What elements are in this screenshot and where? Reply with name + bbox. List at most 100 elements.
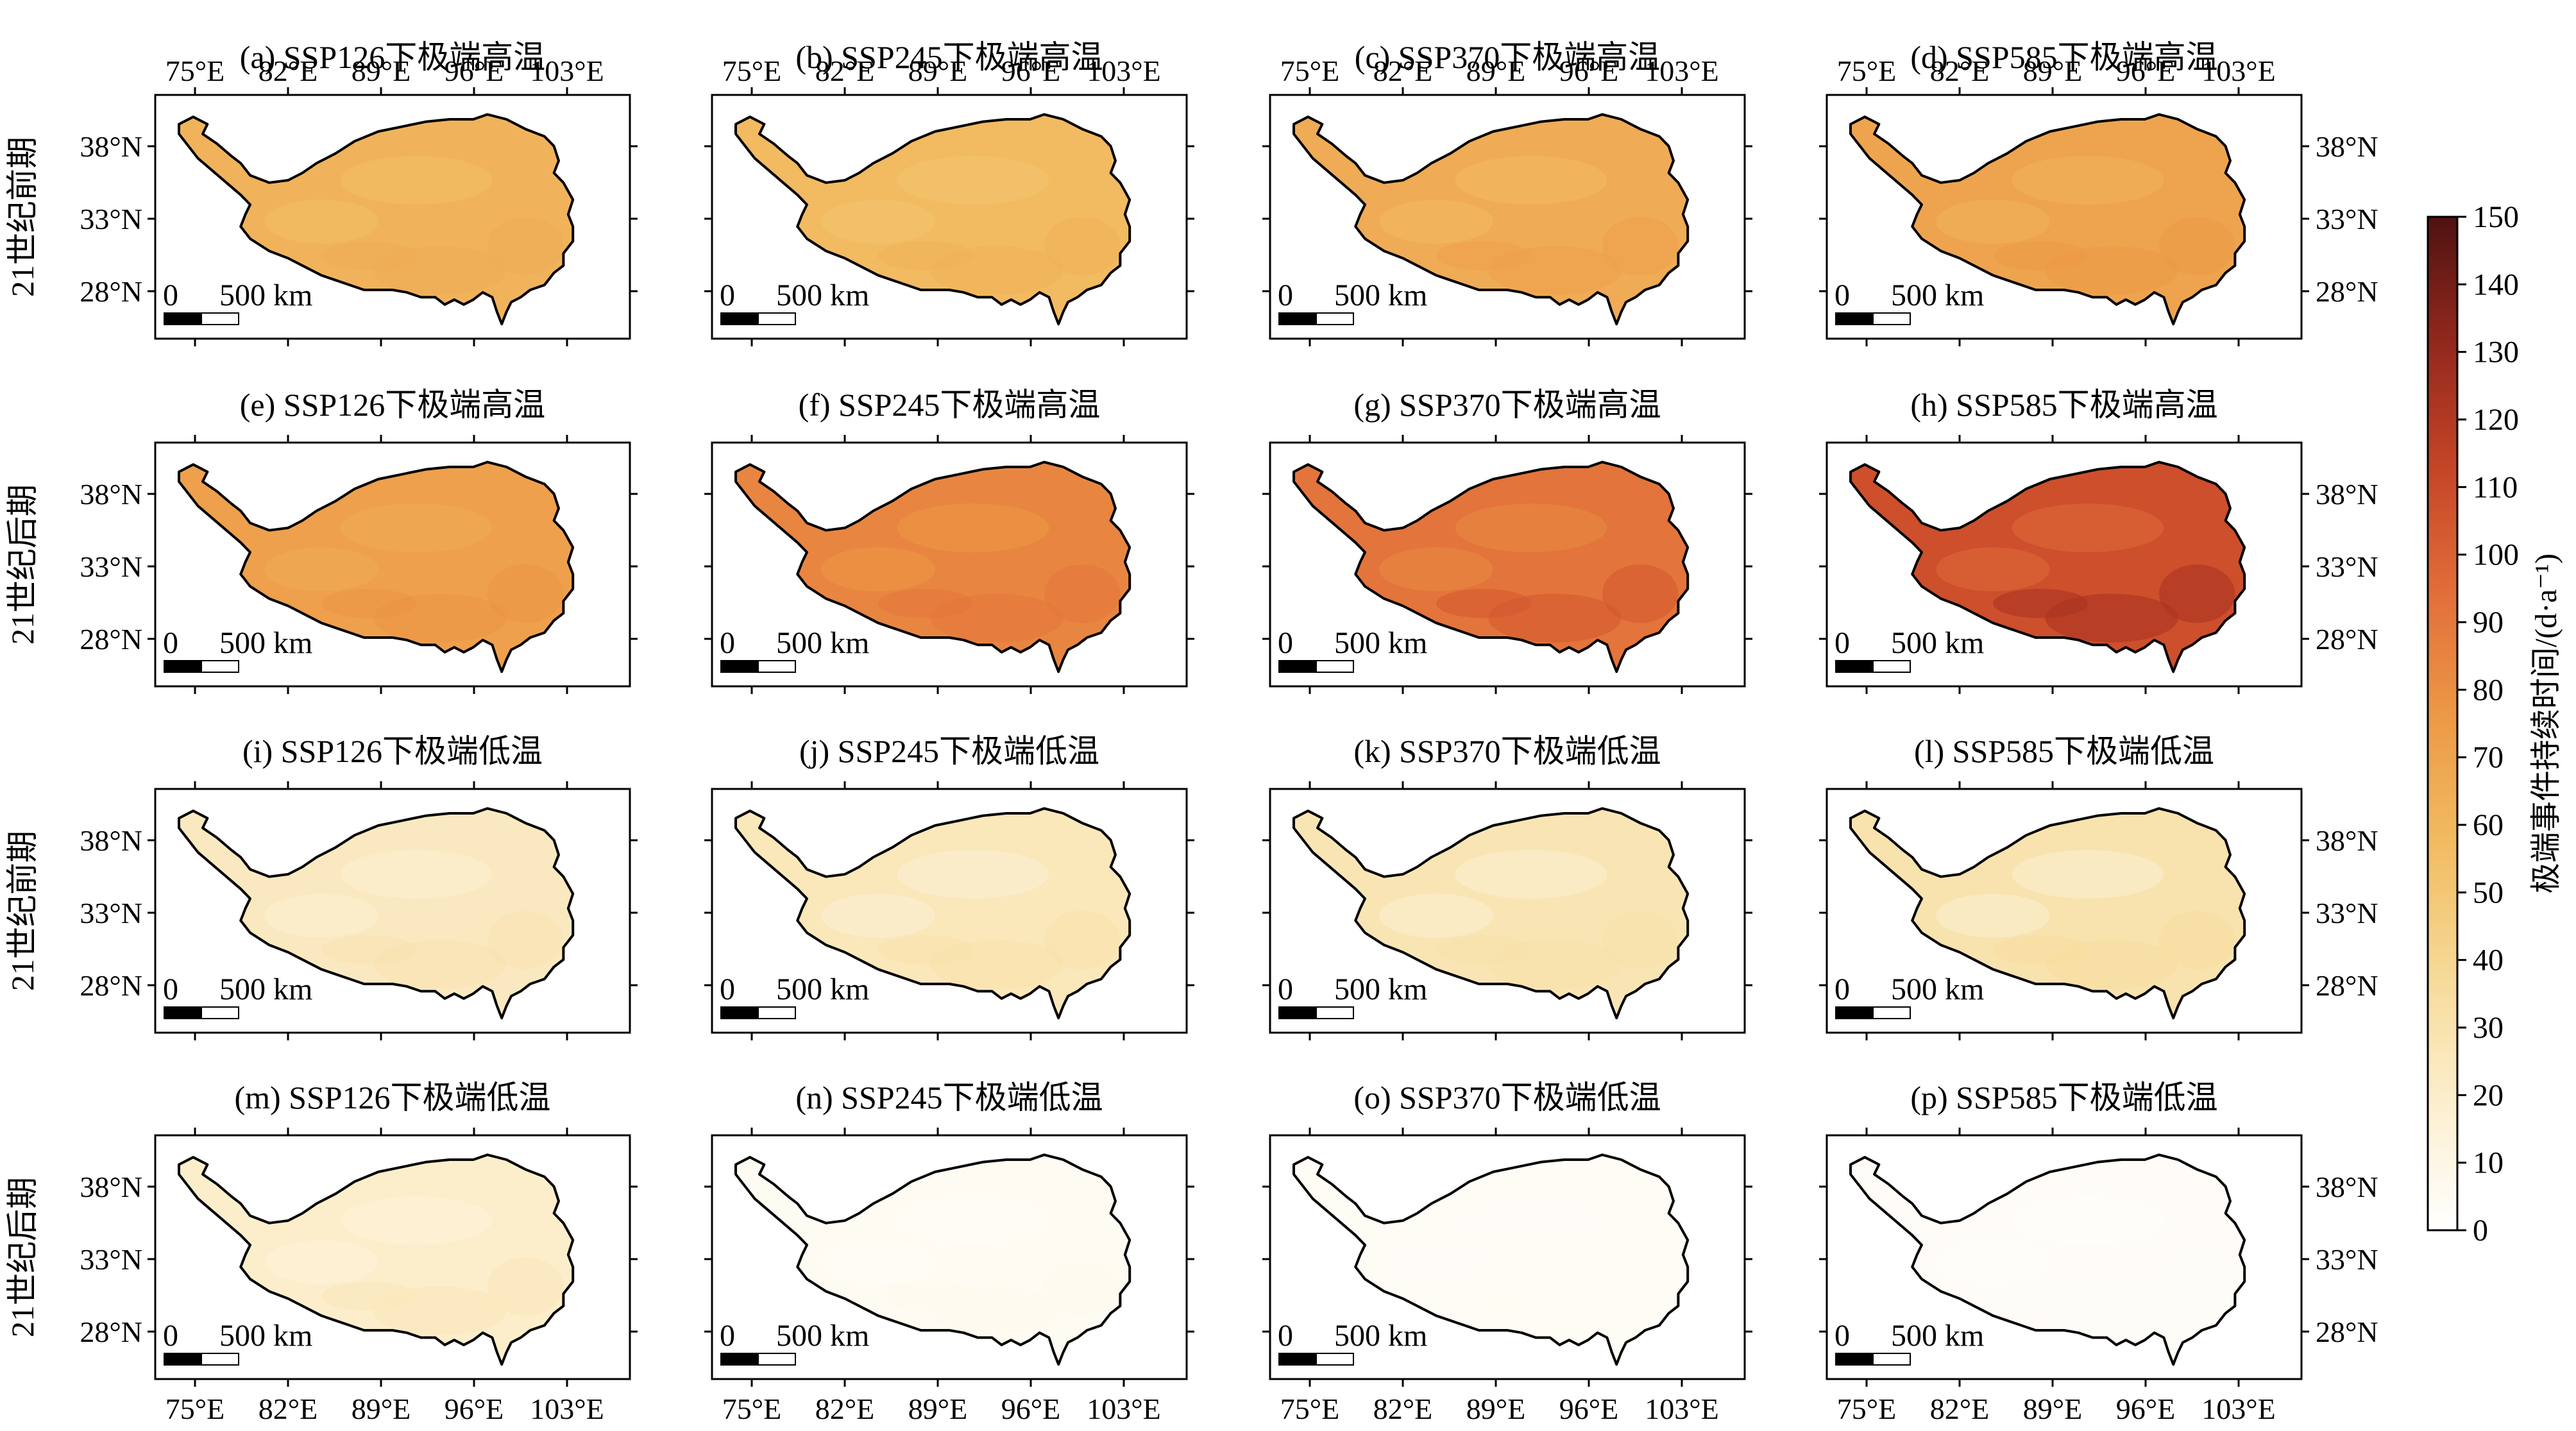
- plateau-boundary: [178, 807, 575, 1020]
- anomaly-patch: [1602, 1257, 1679, 1316]
- panel-title: (j) SSP245下极端低温: [799, 733, 1099, 769]
- anomaly-patch: [1993, 935, 2088, 965]
- scale-bar-black: [164, 1353, 202, 1366]
- anomaly-patch: [1602, 217, 1679, 276]
- lon-tick-label: 75°E: [1280, 1393, 1340, 1425]
- anomaly-patch: [487, 564, 564, 623]
- scale-bar-zero: 0: [163, 1319, 178, 1353]
- scale-bar-zero: 0: [1278, 1319, 1293, 1353]
- lat-tick-label: 38°N: [80, 478, 142, 511]
- anomaly-patch: [2012, 1196, 2164, 1245]
- colorbar: 0 10 20 30 40 50 60 70 80 90 100 110 120 130 140 150 极端…: [2427, 200, 2563, 1248]
- panel-title: (a) SSP126下极端高温: [240, 39, 545, 75]
- anomaly-patch: [897, 156, 1049, 205]
- scale-bar-label: 500 km: [219, 1319, 312, 1353]
- scale-bar-white: [1872, 312, 1911, 325]
- lon-tick-label: 89°E: [2023, 55, 2083, 87]
- scale-bar-white: [201, 660, 239, 673]
- anomaly-patch: [1436, 935, 1531, 965]
- panel-frame: [711, 788, 1188, 1034]
- colorbar-tick-label: 80: [2473, 673, 2504, 707]
- scale-bar: 0 500 km: [720, 626, 869, 673]
- scale-bar-white: [201, 1353, 239, 1366]
- panel-frame: [1269, 1134, 1746, 1380]
- plateau-boundary: [734, 1153, 1131, 1366]
- panel-frame: [1826, 94, 2303, 340]
- lat-tick-label: 33°N: [80, 203, 142, 235]
- lon-tick-label: 103°E: [1645, 1393, 1719, 1425]
- colorbar-tick-label: 100: [2473, 538, 2519, 572]
- anomaly-patch: [487, 1257, 564, 1316]
- scale-bar-zero: 0: [163, 278, 178, 312]
- lon-tick-label: 89°E: [908, 1393, 968, 1425]
- panel-title: (l) SSP585下极端低温: [1914, 733, 2214, 769]
- anomaly-patch: [2012, 504, 2164, 552]
- scale-bar: 0 500 km: [163, 972, 312, 1019]
- scale-bar-black: [720, 312, 759, 325]
- plateau-boundary: [1849, 461, 2246, 673]
- anomaly-patch: [1044, 1257, 1121, 1316]
- lon-tick-label: 89°E: [1466, 55, 1526, 87]
- scale-bar-white: [758, 1006, 796, 1019]
- lat-tick-label: 38°N: [80, 1171, 142, 1203]
- scale-bar-white: [1872, 1006, 1911, 1019]
- anomaly-patch: [1993, 1282, 2088, 1311]
- lon-tick-label: 75°E: [165, 1393, 225, 1425]
- anomaly-patch: [1379, 1240, 1493, 1284]
- scale-bar: 0 500 km: [163, 1319, 312, 1366]
- anomaly-patch: [1436, 1282, 1531, 1311]
- anomaly-patch: [1936, 547, 2050, 591]
- scale-bar-black: [720, 660, 759, 673]
- scale-bar-black: [1278, 312, 1317, 325]
- anomaly-patch: [821, 199, 935, 244]
- anomaly-patch: [1455, 850, 1607, 899]
- lon-tick-label: 82°E: [1930, 55, 1990, 87]
- colorbar-tick-label: 0: [2473, 1214, 2488, 1248]
- lat-tick-label: 38°N: [2316, 1171, 2378, 1203]
- lon-tick-label: 89°E: [2023, 1393, 2083, 1425]
- panel-title: (p) SSP585下极端低温: [1910, 1080, 2217, 1115]
- colorbar-tick-label: 50: [2473, 876, 2504, 910]
- map-panel: (f) SSP245下极端高温 0 500 km: [704, 387, 1194, 694]
- lon-tick-label: 89°E: [352, 55, 411, 87]
- scale-bar-white: [1316, 660, 1354, 673]
- scale-bar: 0 500 km: [1278, 626, 1427, 673]
- scale-bar: 0 500 km: [163, 626, 312, 673]
- anomaly-patch: [2159, 217, 2235, 276]
- scale-bar-label: 500 km: [1334, 278, 1427, 312]
- scale-bar-black: [164, 660, 202, 673]
- panel-title: (i) SSP126下极端低温: [242, 733, 543, 769]
- anomaly-patch: [2159, 1257, 2235, 1316]
- anomaly-patch: [340, 156, 493, 205]
- lon-tick-label: 103°E: [1087, 55, 1161, 87]
- colorbar-tick-label: 140: [2473, 267, 2519, 301]
- anomaly-patch: [878, 241, 973, 271]
- anomaly-patch: [897, 1196, 1049, 1245]
- lat-tick-label: 33°N: [80, 1243, 142, 1276]
- lon-tick-label: 89°E: [352, 1393, 411, 1425]
- lon-tick-label: 82°E: [1930, 1393, 1990, 1425]
- scale-bar: 0 500 km: [1835, 1319, 1984, 1366]
- plateau-boundary: [1292, 461, 1690, 673]
- lon-tick-label: 82°E: [815, 1393, 875, 1425]
- lon-tick-label: 82°E: [258, 55, 318, 87]
- lon-tick-label: 96°E: [1559, 1393, 1619, 1425]
- panel-frame: [1269, 788, 1746, 1034]
- panel-title: (m) SSP126下极端低温: [234, 1080, 550, 1115]
- anomaly-patch: [1602, 911, 1679, 970]
- colorbar-tick-label: 150: [2473, 200, 2519, 234]
- lat-tick-label: 33°N: [2316, 1243, 2378, 1276]
- panel-title: (n) SSP245下极端低温: [795, 1080, 1103, 1115]
- anomaly-patch: [1455, 1196, 1607, 1245]
- map-panels: (a) SSP126下极端高温 75°E 82°E 89°E 96°E 103°E 38°N…: [80, 39, 2378, 1425]
- scale-bar-white: [1872, 1353, 1911, 1366]
- scale-bar-black: [720, 1353, 759, 1366]
- colorbar-title: 极端事件持续时间/(d·a⁻¹): [2529, 554, 2563, 893]
- map-panel: (n) SSP245下极端低温 75°E 82°E 89°E 96°E 103°E 0 500…: [704, 1080, 1194, 1425]
- colorbar-tick-label: 40: [2473, 944, 2504, 978]
- anomaly-patch: [487, 217, 564, 276]
- map-panel: (g) SSP370下极端高温 0 500 km: [1262, 387, 1752, 694]
- scale-bar-black: [1278, 1006, 1317, 1019]
- row-label: 21世纪后期: [4, 484, 40, 645]
- anomaly-patch: [340, 504, 493, 552]
